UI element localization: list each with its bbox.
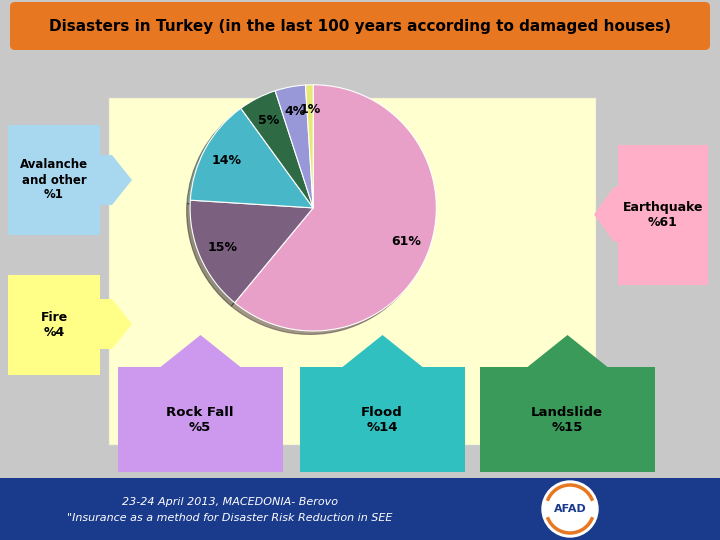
Text: "Insurance as a method for Disaster Risk Reduction in SEE: "Insurance as a method for Disaster Risk… [67,513,392,523]
Text: 15%: 15% [208,240,238,253]
Wedge shape [190,109,313,208]
Text: 5%: 5% [258,113,279,127]
Wedge shape [305,85,313,208]
Polygon shape [594,187,638,242]
Text: Fire
%4: Fire %4 [40,311,68,339]
FancyBboxPatch shape [10,2,710,50]
Wedge shape [190,200,313,303]
Text: Flood
%14: Flood %14 [361,406,403,434]
Text: Avalanche
and other
%1: Avalanche and other %1 [20,159,88,201]
FancyBboxPatch shape [8,275,100,375]
Wedge shape [275,85,313,208]
FancyBboxPatch shape [480,367,655,472]
Wedge shape [240,91,313,208]
Polygon shape [528,335,608,367]
Text: 61%: 61% [391,235,420,248]
Text: Rock Fall
%5: Rock Fall %5 [166,406,234,434]
Text: AFAD: AFAD [554,504,586,514]
FancyBboxPatch shape [618,145,708,285]
Text: Earthquake
%61: Earthquake %61 [623,201,703,229]
Polygon shape [100,155,132,205]
Wedge shape [235,85,436,331]
FancyBboxPatch shape [108,97,596,445]
FancyBboxPatch shape [8,125,100,235]
FancyBboxPatch shape [118,367,283,472]
Text: Disasters in Turkey (in the last 100 years according to damaged houses): Disasters in Turkey (in the last 100 yea… [49,18,671,33]
Text: Landslide
%15: Landslide %15 [531,406,603,434]
FancyBboxPatch shape [0,478,720,540]
Circle shape [542,481,598,537]
Polygon shape [161,335,240,367]
Text: 4%: 4% [284,105,305,118]
Text: 23-24 April 2013, MACEDONIA- Berovo: 23-24 April 2013, MACEDONIA- Berovo [122,497,338,507]
FancyBboxPatch shape [300,367,465,472]
Text: 1%: 1% [300,103,320,116]
Polygon shape [343,335,423,367]
Polygon shape [100,299,132,349]
Text: 14%: 14% [212,154,242,167]
